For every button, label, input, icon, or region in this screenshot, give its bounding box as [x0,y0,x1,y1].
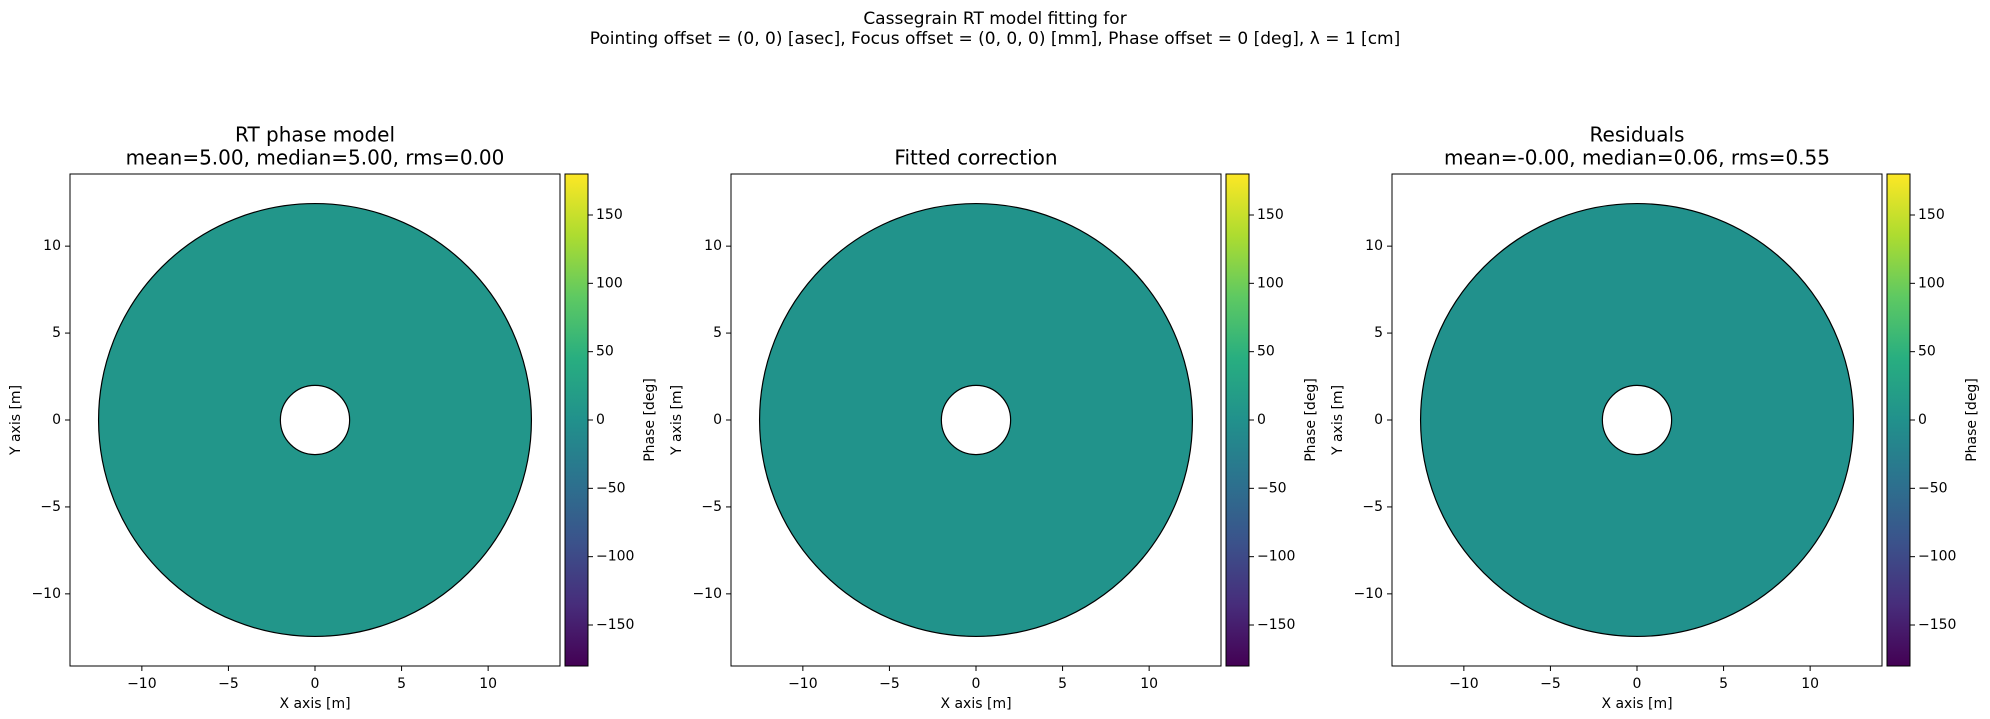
inner-edge [279,384,351,456]
x-tick-label: 10 [1140,676,1158,692]
x-tick-label: −10 [788,676,818,692]
panel-title: mean=5.00, median=5.00, rms=0.00 [126,146,505,170]
colorbar-tick-label: 150 [1918,207,1945,223]
colorbar-tick-label: −150 [1918,617,1956,633]
colorbar-tick-label: −150 [596,617,634,633]
y-tick-label: 5 [52,325,61,341]
inner-edge [1601,384,1673,456]
x-axis-label: X axis [m] [279,696,350,712]
colorbar-tick-label: −50 [1918,480,1948,496]
y-tick-label: 10 [704,238,722,254]
y-tick-label: −10 [1353,586,1383,602]
colorbar-tick-label: 150 [596,207,623,223]
colorbar-label: Phase [deg] [1964,378,1980,462]
colorbar-tick-label: 150 [1257,207,1284,223]
colorbar-tick-label: −100 [1257,549,1295,565]
y-tick-label: 10 [1365,238,1383,254]
inner-edge [940,384,1012,456]
x-axis-label: X axis [m] [940,696,1011,712]
x-tick-label: 0 [1633,676,1642,692]
y-tick-label: −5 [1362,499,1383,515]
y-tick-label: 0 [713,412,722,428]
colorbar-tick-label: 50 [1918,344,1936,360]
outer-edge [97,202,533,638]
colorbar-label: Phase [deg] [642,378,658,462]
x-tick-label: 5 [1058,676,1067,692]
colorbar-tick-label: 0 [1257,412,1266,428]
x-tick-label: −5 [218,676,239,692]
y-tick-label: −5 [40,499,61,515]
panel-title: Fitted correction [894,146,1057,170]
outer-edge [1419,202,1855,638]
panel-title: Residuals [1590,123,1685,147]
colorbar-tick-label: −50 [1257,480,1287,496]
colorbar-tick-label: 100 [596,275,623,291]
colorbar-tick-label: 0 [1918,412,1927,428]
panel-title: mean=-0.00, median=0.06, rms=0.55 [1444,146,1830,170]
y-tick-label: −10 [31,586,61,602]
panel-title: RT phase model [235,123,395,147]
suptitle: Pointing offset = (0, 0) [asec], Focus o… [590,29,1400,49]
x-tick-label: 10 [1801,676,1819,692]
colorbar-tick-label: 100 [1257,275,1284,291]
y-tick-label: 0 [1374,412,1383,428]
colorbar-tick-label: 50 [1257,344,1275,360]
colorbar-tick-label: 0 [596,412,605,428]
x-tick-label: 5 [397,676,406,692]
aperture-phase [1420,203,1854,637]
aperture-phase [98,203,532,637]
x-tick-label: −5 [879,676,900,692]
colorbar-tick-label: −100 [1918,549,1956,565]
y-axis-label: Y axis [m] [8,385,24,456]
y-tick-label: 10 [43,238,61,254]
y-axis-label: Y axis [m] [669,385,685,456]
y-tick-label: 5 [713,325,722,341]
colorbar-tick-label: −50 [596,480,626,496]
x-tick-label: 0 [972,676,981,692]
colorbar [1886,173,1911,667]
outer-edge [758,202,1194,638]
x-tick-label: 0 [311,676,320,692]
y-tick-label: 5 [1374,325,1383,341]
suptitle: Cassegrain RT model fitting for [863,9,1126,29]
y-tick-label: −10 [692,586,722,602]
colorbar-tick-label: 100 [1918,275,1945,291]
y-axis-label: Y axis [m] [1330,385,1346,456]
y-tick-label: 0 [52,412,61,428]
x-tick-label: 10 [479,676,497,692]
x-tick-label: −5 [1540,676,1561,692]
x-tick-label: −10 [1449,676,1479,692]
x-tick-label: −10 [127,676,157,692]
y-tick-label: −5 [701,499,722,515]
colorbar-tick-label: 50 [596,344,614,360]
colorbar-label: Phase [deg] [1303,378,1319,462]
colorbar-tick-label: −150 [1257,617,1295,633]
x-tick-label: 5 [1719,676,1728,692]
colorbar [1225,173,1250,667]
aperture-phase [759,203,1193,637]
x-axis-label: X axis [m] [1601,696,1672,712]
colorbar-tick-label: −100 [596,549,634,565]
colorbar [564,173,589,667]
